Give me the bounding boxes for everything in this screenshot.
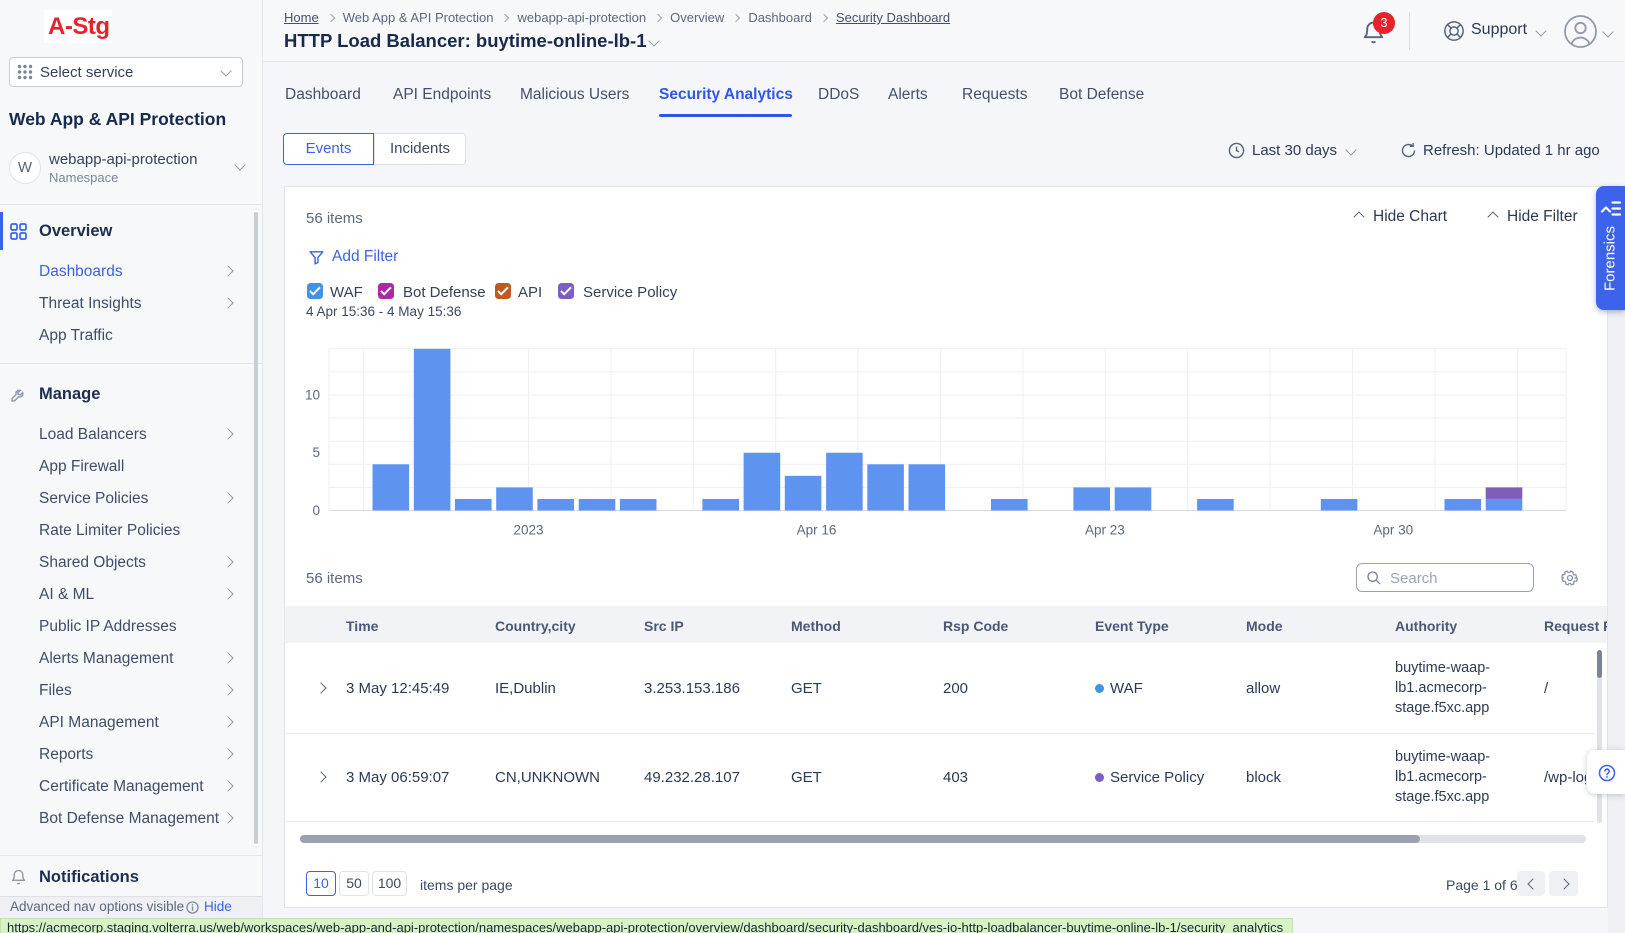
- svg-text:5: 5: [312, 445, 320, 460]
- svg-text:Apr 23: Apr 23: [1085, 523, 1125, 538]
- svg-text:10: 10: [305, 388, 320, 403]
- svg-text:2023: 2023: [513, 523, 543, 538]
- svg-text:0: 0: [312, 503, 320, 518]
- svg-text:Apr 16: Apr 16: [797, 523, 837, 538]
- svg-text:Apr 30: Apr 30: [1373, 523, 1413, 538]
